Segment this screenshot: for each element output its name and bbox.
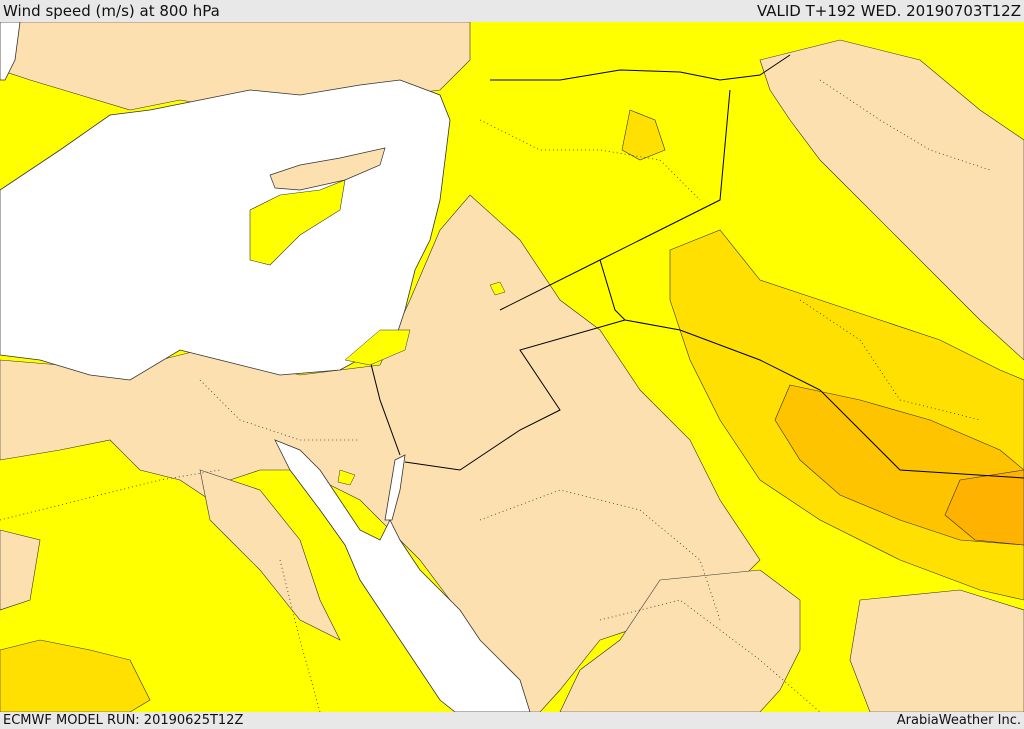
- border-iraq-saudi: [624, 319, 1024, 479]
- border-syria-iraq-south: [499, 89, 731, 311]
- province-borders: [0, 79, 991, 712]
- province-border-6: [819, 79, 991, 171]
- map-title: Wind speed (m/s) at 800 hPa: [3, 2, 220, 20]
- border-jordan-iraq: [404, 259, 626, 471]
- province-border-8: [599, 599, 821, 712]
- calm-zone-egypt-interior: [199, 469, 341, 641]
- calm-zone-sudan: [0, 529, 41, 611]
- province-border-5: [799, 299, 981, 421]
- seas: [0, 22, 531, 712]
- valid-time-label: VALID T+192 WED. 20190703T12Z: [756, 2, 1021, 20]
- sea-gulf-of-aqaba: [384, 454, 406, 521]
- country-borders: [369, 54, 1024, 479]
- yellow-patch-coast: [344, 329, 411, 366]
- credit-label: ArabiaWeather Inc.: [896, 713, 1021, 728]
- province-border-2: [199, 379, 360, 441]
- calm-zone-saudi-south: [559, 569, 801, 712]
- calm-zone-southeast: [849, 589, 1024, 712]
- cyprus-island: [269, 147, 386, 191]
- small-patches: [337, 281, 506, 486]
- calm-zone-iran: [759, 39, 1024, 361]
- header-bar: Wind speed (m/s) at 800 hPa VALID T+192 …: [0, 0, 1024, 22]
- yellow-lobe-cyprus: [249, 179, 346, 266]
- wind-speed-map[interactable]: [0, 22, 1024, 712]
- sea-aegean: [0, 22, 21, 81]
- province-border-7: [279, 559, 321, 712]
- province-border-4: [479, 489, 721, 621]
- model-run-label: ECMWF MODEL RUN: 20190625T12Z: [3, 713, 244, 728]
- stronger-zones: [944, 469, 1024, 546]
- moderate-zone-syria-patch: [621, 109, 666, 161]
- yellow-patch-sinai: [337, 469, 356, 486]
- province-border-1: [479, 119, 701, 201]
- border-egypt-israel: [369, 359, 401, 456]
- border-syria-iraq: [490, 54, 791, 81]
- yellow-patch-jordan: [489, 281, 506, 296]
- moderate-zone-sudan: [0, 639, 151, 712]
- sea-red-sea: [274, 439, 531, 712]
- sea-mediterranean: [0, 79, 451, 381]
- stronger-zone-gulf-coast: [944, 469, 1024, 546]
- map-canvas: [0, 22, 1024, 712]
- footer-bar: ECMWF MODEL RUN: 20190625T12Z ArabiaWeat…: [0, 712, 1024, 729]
